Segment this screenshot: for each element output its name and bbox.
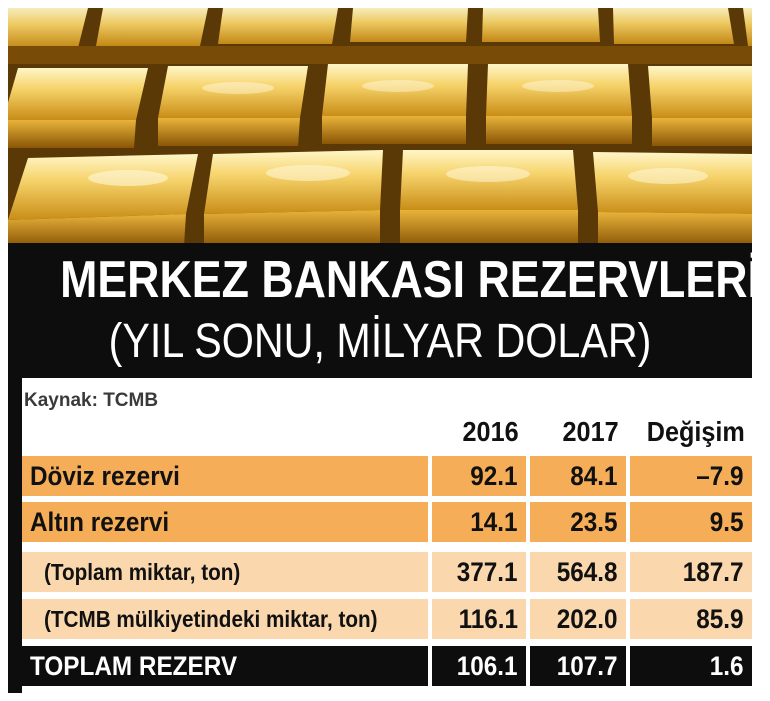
page-subtitle: (YIL SONU, MİLYAR DOLAR)	[108, 315, 652, 368]
value-text: 14.1	[470, 506, 518, 537]
table-row-total: TOPLAM REZERV 106.1 107.7 1.6	[22, 646, 752, 686]
column-header-2017: 2017	[538, 408, 624, 456]
column-header-2016: 2016	[439, 408, 524, 456]
column-header-label: 2017	[562, 416, 619, 447]
value-2017: 107.7	[528, 646, 624, 686]
value-text: 107.7	[557, 650, 618, 681]
value-text: 84.1	[570, 460, 618, 491]
value-2016: 377.1	[430, 552, 524, 592]
value-text: 202.0	[557, 603, 618, 634]
column-header-label: Değişim	[646, 416, 745, 447]
row-label: (Toplam miktar, ton)	[22, 552, 426, 592]
column-header-label: 2016	[462, 416, 519, 447]
value-2017: 84.1	[528, 456, 624, 496]
value-text: 23.5	[570, 506, 618, 537]
column-header-change: Değişim	[640, 408, 752, 456]
value-change: 1.6	[628, 646, 752, 686]
table-header: 2016 2017 Değişim	[22, 408, 752, 456]
value-text: 377.1	[457, 556, 518, 587]
row-label: (TCMB mülkiyetindeki miktar, ton)	[22, 599, 426, 639]
table-row: (TCMB mülkiyetindeki miktar, ton) 116.1 …	[22, 599, 752, 639]
gold-bars-image	[8, 8, 752, 246]
value-text: –7.9	[696, 460, 744, 491]
row-label: Altın rezervi	[22, 502, 426, 542]
column-divider	[428, 400, 432, 694]
row-label: Döviz rezervi	[22, 456, 426, 496]
value-2017: 202.0	[528, 599, 624, 639]
row-label-text: (Toplam miktar, ton)	[44, 558, 241, 585]
value-2017: 23.5	[528, 502, 624, 542]
table-row: Döviz rezervi 92.1 84.1 –7.9	[22, 456, 752, 496]
row-label-text: Altın rezervi	[30, 506, 170, 537]
value-text: 9.5	[710, 506, 744, 537]
value-2017: 564.8	[528, 552, 624, 592]
value-text: 187.7	[683, 556, 744, 587]
value-text: 1.6	[710, 650, 744, 681]
table-row: Altın rezervi 14.1 23.5 9.5	[22, 502, 752, 542]
value-text: 564.8	[557, 556, 618, 587]
value-2016: 14.1	[430, 502, 524, 542]
value-2016: 116.1	[430, 599, 524, 639]
value-text: 106.1	[457, 650, 518, 681]
value-text: 92.1	[470, 460, 518, 491]
row-label-text: TOPLAM REZERV	[30, 650, 238, 681]
row-label: TOPLAM REZERV	[22, 646, 426, 686]
row-label-text: (TCMB mülkiyetindeki miktar, ton)	[44, 605, 378, 632]
value-text: 116.1	[458, 603, 518, 634]
value-change: –7.9	[628, 456, 752, 496]
value-change: 187.7	[628, 552, 752, 592]
value-2016: 106.1	[430, 646, 524, 686]
value-text: 85.9	[696, 603, 744, 634]
row-label-text: Döviz rezervi	[30, 460, 180, 491]
column-divider	[626, 400, 630, 694]
table-row: (Toplam miktar, ton) 377.1 564.8 187.7	[22, 552, 752, 592]
page-title: MERKEZ BANKASI REZERVLERİ	[60, 251, 760, 309]
value-change: 9.5	[628, 502, 752, 542]
value-change: 85.9	[628, 599, 752, 639]
column-divider	[526, 400, 530, 694]
source-label: Kaynak: TCMB	[24, 390, 159, 411]
value-2016: 92.1	[430, 456, 524, 496]
